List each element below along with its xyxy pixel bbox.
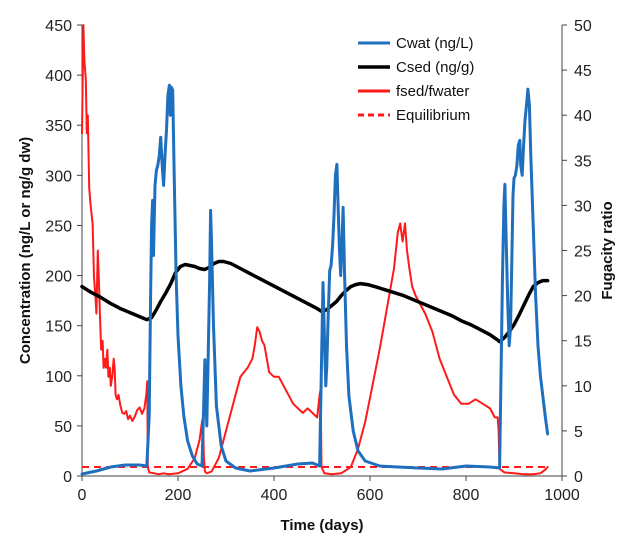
series-layer xyxy=(80,24,550,476)
x-axis-title: Time (days) xyxy=(280,517,363,534)
y2-tick-label: 35 xyxy=(574,153,592,170)
y2-tick-label: 30 xyxy=(574,198,592,215)
y2-tick-label: 5 xyxy=(574,424,583,441)
y2-tick-label: 25 xyxy=(574,244,592,261)
legend-label: fsed/fwater xyxy=(396,83,469,100)
legend: Cwat (ng/L) Csed (ng/g) fsed/fwater Equilib… xyxy=(358,35,474,124)
x-tick-label: 0 xyxy=(78,487,87,504)
legend-label: Csed (ng/g) xyxy=(396,59,474,76)
legend-label: Cwat (ng/L) xyxy=(396,35,474,52)
y2-tick-label: 20 xyxy=(574,289,592,306)
series-line-cwat-ng-l xyxy=(80,83,550,476)
y-tick-label: 150 xyxy=(45,319,72,336)
y-tick-label: 50 xyxy=(54,419,72,436)
y2-tick-label: 15 xyxy=(574,334,592,351)
x-tick-label: 200 xyxy=(165,487,192,504)
x-ticks: 0 200 400 600 800 1000 xyxy=(78,476,580,504)
y2-tick-label: 40 xyxy=(574,108,592,125)
x-tick-label: 800 xyxy=(453,487,480,504)
y2-axis-title: Fugacity ratio xyxy=(599,201,616,299)
y2-tick-label: 10 xyxy=(574,379,592,396)
y-axis-title: Concentration (ng/L or ng/g dw) xyxy=(17,137,34,364)
y-tick-label: 350 xyxy=(45,118,72,135)
y-tick-label: 100 xyxy=(45,369,72,386)
y-tick-label: 450 xyxy=(45,18,72,35)
plot-area: 0 200 400 600 800 1000 0501001502002503003504… xyxy=(45,18,592,504)
y-ticks: 0 50 100 150 200 250 300 350 400 450 xyxy=(45,18,82,486)
y2-ticks: 0 5 10 15 20 25 30 35 40 45 50 xyxy=(562,18,592,486)
y2-tick-label: 0 xyxy=(574,469,583,486)
series-line-fsed-fwater xyxy=(81,24,549,476)
x-tick-label: 1000 xyxy=(544,487,580,504)
y-tick-label: 0 xyxy=(63,469,72,486)
y-tick-label: 250 xyxy=(45,218,72,235)
y2-tick-label: 50 xyxy=(574,18,592,35)
x-tick-label: 400 xyxy=(261,487,288,504)
legend-label: Equilibrium xyxy=(396,107,470,124)
y-tick-label: 200 xyxy=(45,269,72,286)
y2-tick-label: 45 xyxy=(574,63,592,80)
y-tick-label: 400 xyxy=(45,68,72,85)
x-tick-label: 600 xyxy=(357,487,384,504)
y-tick-label: 300 xyxy=(45,168,72,185)
